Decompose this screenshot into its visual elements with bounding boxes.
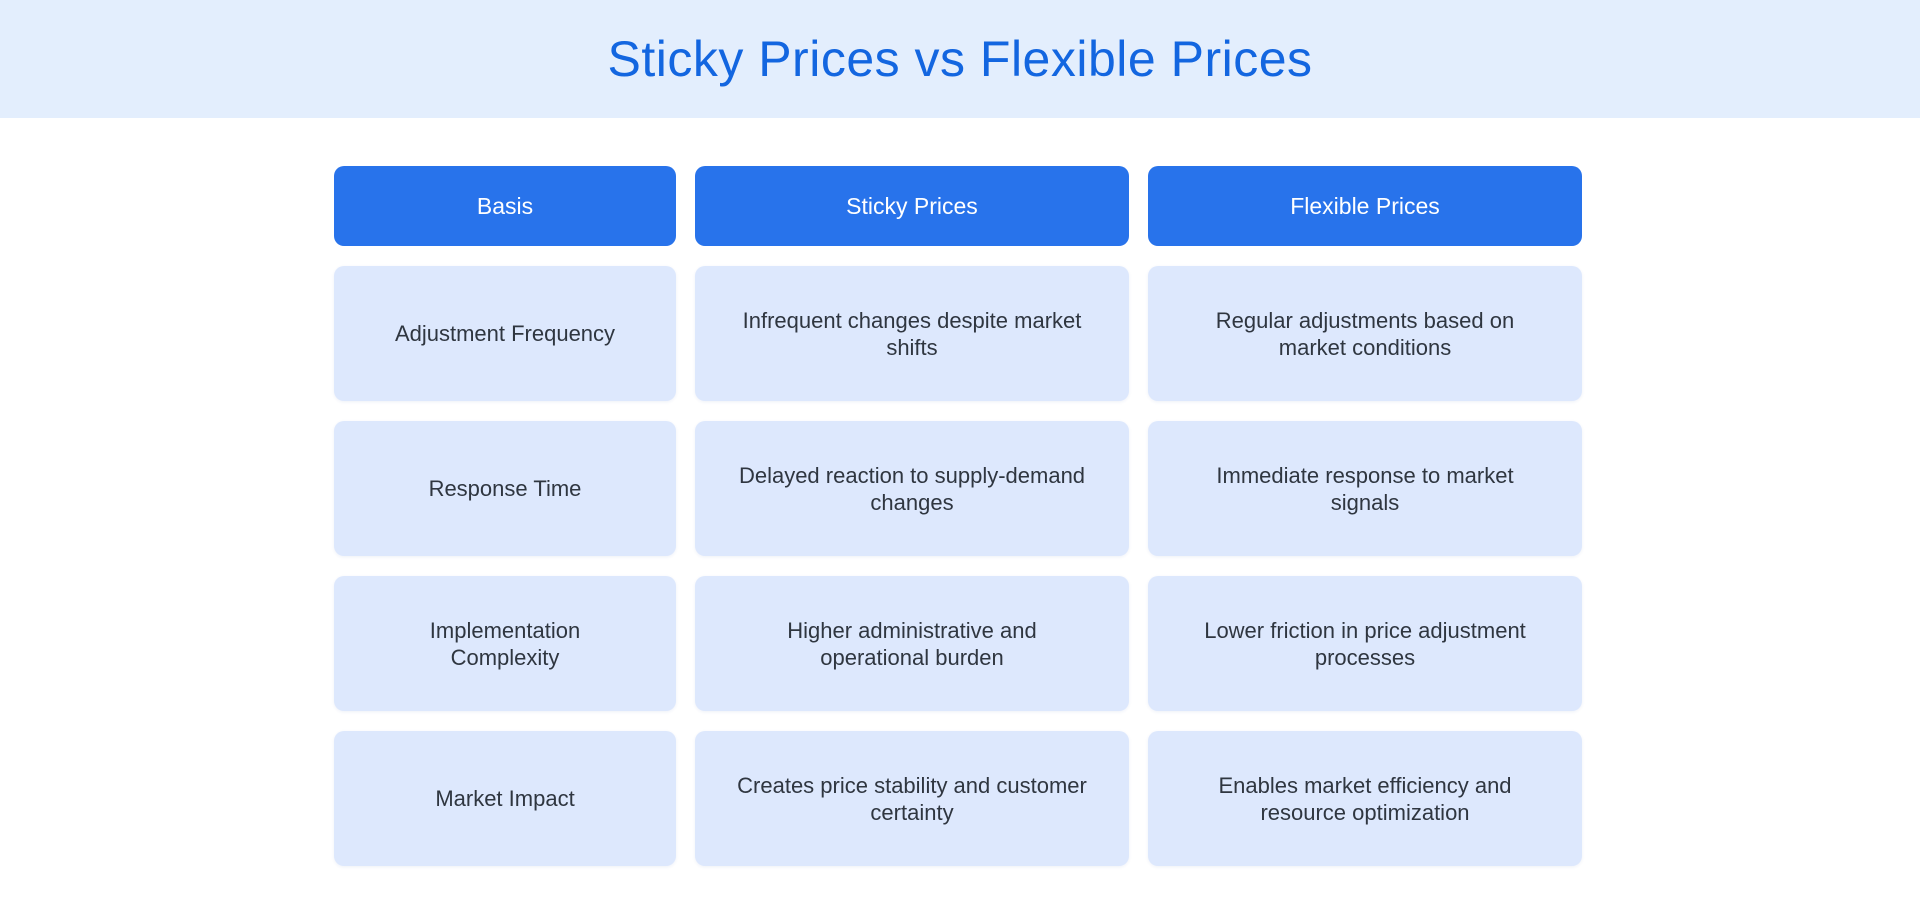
column-header-basis: Basis bbox=[334, 166, 676, 246]
row-adjustment-frequency-flexible: Regular adjustments based on market cond… bbox=[1148, 266, 1582, 401]
row-market-impact-sticky: Creates price stability and customer cer… bbox=[695, 731, 1129, 866]
comparison-table: Basis Sticky Prices Flexible Prices Adju… bbox=[334, 166, 1582, 866]
row-response-time-sticky: Delayed reaction to supply-demand change… bbox=[695, 421, 1129, 556]
title-banner: Sticky Prices vs Flexible Prices bbox=[0, 0, 1920, 118]
row-implementation-complexity-basis: Implementation Complexity bbox=[334, 576, 676, 711]
row-implementation-complexity-flexible: Lower friction in price adjustment proce… bbox=[1148, 576, 1582, 711]
row-market-impact-flexible: Enables market efficiency and resource o… bbox=[1148, 731, 1582, 866]
row-market-impact-basis: Market Impact bbox=[334, 731, 676, 866]
row-adjustment-frequency-basis: Adjustment Frequency bbox=[334, 266, 676, 401]
page-title: Sticky Prices vs Flexible Prices bbox=[607, 31, 1313, 87]
column-header-sticky-prices: Sticky Prices bbox=[695, 166, 1129, 246]
row-response-time-basis: Response Time bbox=[334, 421, 676, 556]
row-response-time-flexible: Immediate response to market signals bbox=[1148, 421, 1582, 556]
row-adjustment-frequency-sticky: Infrequent changes despite market shifts bbox=[695, 266, 1129, 401]
row-implementation-complexity-sticky: Higher administrative and operational bu… bbox=[695, 576, 1129, 711]
column-header-flexible-prices: Flexible Prices bbox=[1148, 166, 1582, 246]
